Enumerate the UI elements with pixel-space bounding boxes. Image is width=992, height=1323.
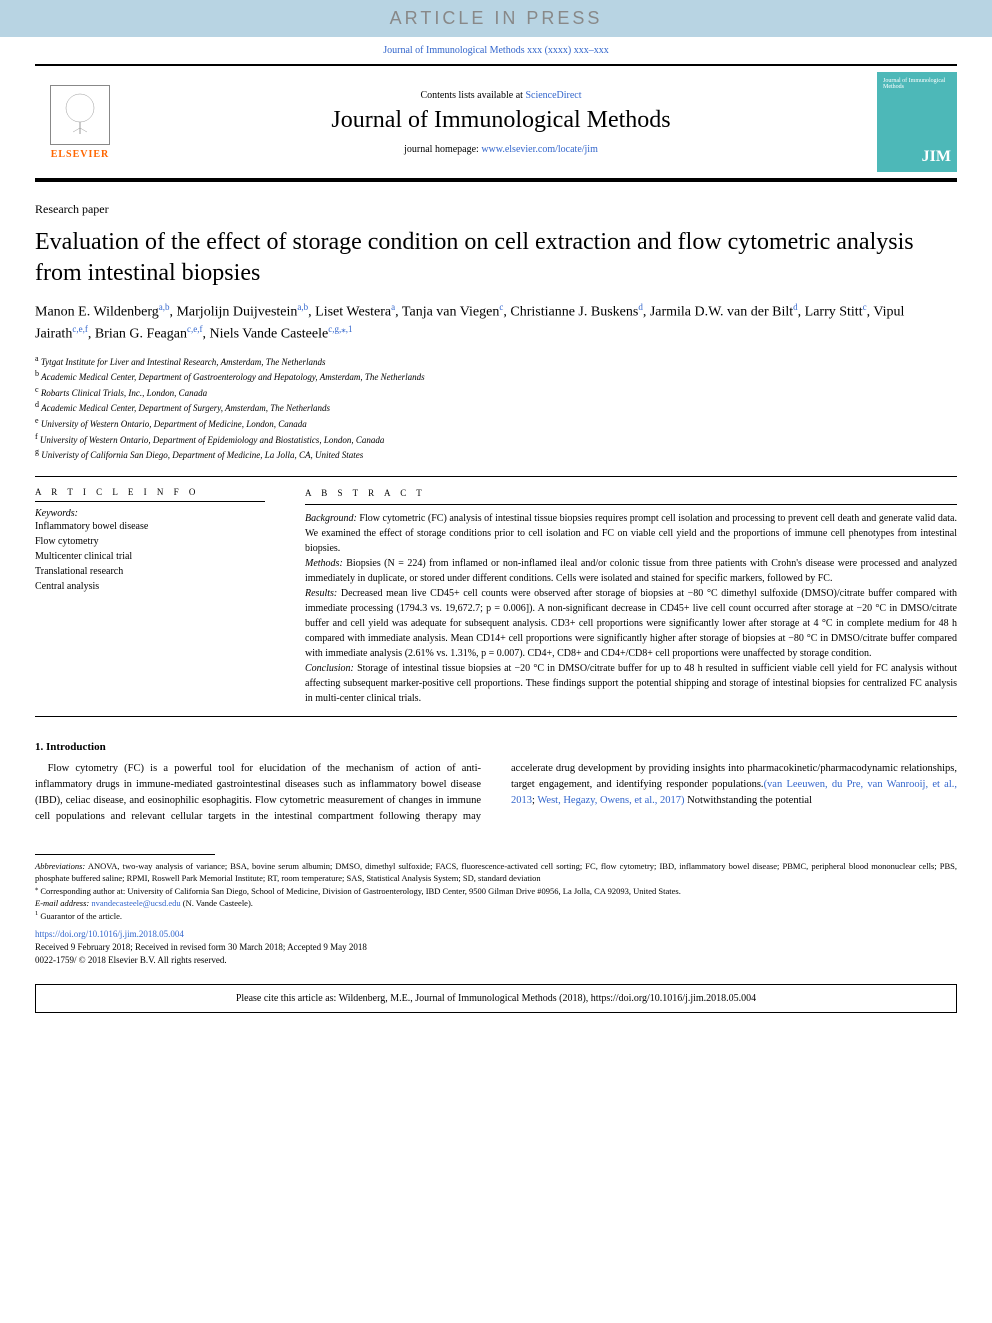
keyword: Translational research xyxy=(35,564,265,579)
contents-prefix: Contents lists available at xyxy=(420,90,525,101)
affiliation: Academic Medical Center, Department of S… xyxy=(41,403,330,413)
email-name: (N. Vande Casteele). xyxy=(183,898,253,908)
author-aff[interactable]: c,e,f xyxy=(72,324,88,334)
abbrev-label: Abbreviations: xyxy=(35,861,85,871)
author: Tanja van Viegen xyxy=(402,305,499,320)
keyword: Multicenter clinical trial xyxy=(35,549,265,564)
corr-marker: ⁎ xyxy=(35,885,38,892)
guarantor-marker: 1 xyxy=(35,910,38,917)
doi-block: https://doi.org/10.1016/j.jim.2018.05.00… xyxy=(0,922,992,976)
body-columns: Flow cytometry (FC) is a powerful tool f… xyxy=(35,761,957,824)
paper-title: Evaluation of the effect of storage cond… xyxy=(35,227,957,289)
affiliation: Robarts Clinical Trials, Inc., London, C… xyxy=(41,388,207,398)
divider xyxy=(305,504,957,505)
author: Brian G. Feagan xyxy=(95,327,187,342)
abstract-results-label: Results: xyxy=(305,588,337,599)
article-in-press-banner: ARTICLE IN PRESS xyxy=(0,0,992,37)
author: Liset Westera xyxy=(315,305,391,320)
received-dates: Received 9 February 2018; Received in re… xyxy=(35,941,957,954)
paper-type: Research paper xyxy=(35,202,957,217)
keywords-list: Inflammatory bowel disease Flow cytometr… xyxy=(35,519,265,594)
divider xyxy=(35,501,265,502)
footnotes: Abbreviations: ANOVA, two-way analysis o… xyxy=(0,861,992,922)
abstract-results: Decreased mean live CD45+ cell counts we… xyxy=(305,588,957,659)
cite-box: Please cite this article as: Wildenberg,… xyxy=(35,984,957,1013)
main-content: Research paper Evaluation of the effect … xyxy=(0,182,992,834)
affiliation: Tytgat Institute for Liver and Intestina… xyxy=(41,357,326,367)
abstract-heading: A B S T R A C T xyxy=(305,487,957,501)
corr-text: Corresponding author at: University of C… xyxy=(40,886,681,896)
doi-link[interactable]: https://doi.org/10.1016/j.jim.2018.05.00… xyxy=(35,929,184,939)
abstract-methods: Biopsies (N = 224) from inflamed or non-… xyxy=(305,558,957,584)
author-aff[interactable]: a,b xyxy=(297,302,308,312)
author-aff[interactable]: c,g,⁎,1 xyxy=(328,324,352,334)
abstract: A B S T R A C T Background: Flow cytomet… xyxy=(305,487,957,707)
header-center: Contents lists available at ScienceDirec… xyxy=(125,90,877,155)
divider xyxy=(35,476,957,477)
cover-jim-label: JIM xyxy=(883,148,951,166)
copyright: 0022-1759/ © 2018 Elsevier B.V. All righ… xyxy=(35,954,957,967)
abstract-background: Flow cytometric (FC) analysis of intesti… xyxy=(305,513,957,554)
author-list: Manon E. Wildenberga,b, Marjolijn Duijve… xyxy=(35,301,957,344)
body-section: 1. Introduction Flow cytometry (FC) is a… xyxy=(35,741,957,824)
keywords-label: Keywords: xyxy=(35,508,265,519)
elsevier-logo: ELSEVIER xyxy=(35,72,125,172)
keyword: Central analysis xyxy=(35,579,265,594)
author-aff[interactable]: d xyxy=(638,302,643,312)
email-link[interactable]: nvandecasteele@ucsd.edu xyxy=(91,898,180,908)
guarantor-text: Guarantor of the article. xyxy=(40,911,122,921)
author: Larry Stitt xyxy=(805,305,863,320)
author: Jarmila D.W. van der Bilt xyxy=(650,305,793,320)
author: Christianne J. Buskens xyxy=(510,305,638,320)
journal-name: Journal of Immunological Methods xyxy=(125,107,877,134)
affiliation: University of Western Ontario, Departmen… xyxy=(40,435,384,445)
affiliation: University of Western Ontario, Departmen… xyxy=(41,419,307,429)
email-label: E-mail address: xyxy=(35,898,89,908)
author: Manon E. Wildenberg xyxy=(35,305,159,320)
affiliations: a Tytgat Institute for Liver and Intesti… xyxy=(35,353,957,462)
article-info: A R T I C L E I N F O Keywords: Inflamma… xyxy=(35,487,265,707)
abbrev-text: ANOVA, two-way analysis of variance; BSA… xyxy=(35,861,957,883)
author-aff[interactable]: c xyxy=(499,302,503,312)
journal-cover-thumbnail: Journal of Immunological Methods JIM xyxy=(877,72,957,172)
elsevier-label: ELSEVIER xyxy=(51,149,110,160)
affiliation: Univeristy of California San Diego, Depa… xyxy=(41,450,363,460)
author: Marjolijn Duijvestein xyxy=(176,305,297,320)
homepage-link[interactable]: www.elsevier.com/locate/jim xyxy=(481,144,598,155)
homepage-prefix: journal homepage: xyxy=(404,144,481,155)
introduction-heading: 1. Introduction xyxy=(35,741,957,753)
abstract-conclusion: Storage of intestinal tissue biopsies at… xyxy=(305,663,957,704)
intro-paragraph-2b: Notwithstanding the potential xyxy=(685,795,812,806)
sciencedirect-link[interactable]: ScienceDirect xyxy=(525,90,581,101)
author-aff[interactable]: c xyxy=(863,302,867,312)
keyword: Inflammatory bowel disease xyxy=(35,519,265,534)
footnote-separator xyxy=(35,854,215,855)
divider xyxy=(35,716,957,717)
article-info-heading: A R T I C L E I N F O xyxy=(35,487,265,497)
author-aff[interactable]: a,b xyxy=(159,302,170,312)
info-abstract-row: A R T I C L E I N F O Keywords: Inflamma… xyxy=(35,487,957,707)
citation-link[interactable]: West, Hegazy, Owens, et al., 2017) xyxy=(537,795,684,806)
author-aff[interactable]: c,e,f xyxy=(187,324,203,334)
cover-small-text: Journal of Immunological Methods xyxy=(883,78,951,90)
affiliation: Academic Medical Center, Department of G… xyxy=(41,372,425,382)
author-aff[interactable]: a xyxy=(391,302,395,312)
top-citation-link[interactable]: Journal of Immunological Methods xxx (xx… xyxy=(0,37,992,64)
abstract-conclusion-label: Conclusion: xyxy=(305,663,354,674)
contents-line: Contents lists available at ScienceDirec… xyxy=(125,90,877,101)
journal-header: ELSEVIER Contents lists available at Sci… xyxy=(35,64,957,182)
keyword: Flow cytometry xyxy=(35,534,265,549)
abstract-background-label: Background: xyxy=(305,513,357,524)
author: Niels Vande Casteele xyxy=(209,327,328,342)
journal-homepage: journal homepage: www.elsevier.com/locat… xyxy=(125,144,877,155)
elsevier-tree-icon xyxy=(50,85,110,145)
abstract-methods-label: Methods: xyxy=(305,558,343,569)
author-aff[interactable]: d xyxy=(793,302,798,312)
